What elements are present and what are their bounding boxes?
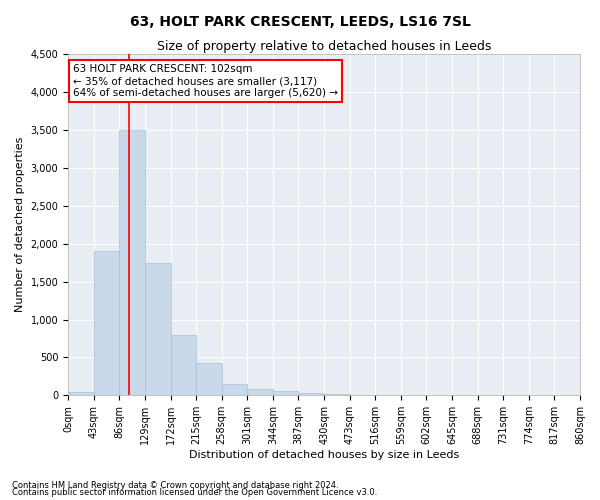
Bar (324, 394, 350, 396)
Bar (68, 392, 94, 396)
Text: Contains public sector information licensed under the Open Government Licence v3: Contains public sector information licen… (12, 488, 377, 497)
X-axis label: Distribution of detached houses by size in Leeds: Distribution of detached houses by size … (189, 450, 459, 460)
Title: Size of property relative to detached houses in Leeds: Size of property relative to detached ho… (157, 40, 491, 53)
Text: Contains HM Land Registry data © Crown copyright and database right 2024.: Contains HM Land Registry data © Crown c… (12, 480, 338, 490)
Bar (273, 391, 298, 396)
Bar (350, 394, 375, 396)
Bar (298, 393, 324, 396)
Bar (222, 384, 247, 396)
Text: 63 HOLT PARK CRESCENT: 102sqm
← 35% of detached houses are smaller (3,117)
64% o: 63 HOLT PARK CRESCENT: 102sqm ← 35% of d… (73, 64, 338, 98)
Text: 63, HOLT PARK CRESCENT, LEEDS, LS16 7SL: 63, HOLT PARK CRESCENT, LEEDS, LS16 7SL (130, 15, 470, 29)
Bar (94, 252, 119, 396)
Bar (170, 334, 196, 396)
Y-axis label: Number of detached properties: Number of detached properties (15, 137, 25, 312)
Bar (119, 130, 145, 396)
Bar (247, 390, 273, 396)
Bar (145, 262, 170, 396)
Bar (196, 363, 222, 396)
